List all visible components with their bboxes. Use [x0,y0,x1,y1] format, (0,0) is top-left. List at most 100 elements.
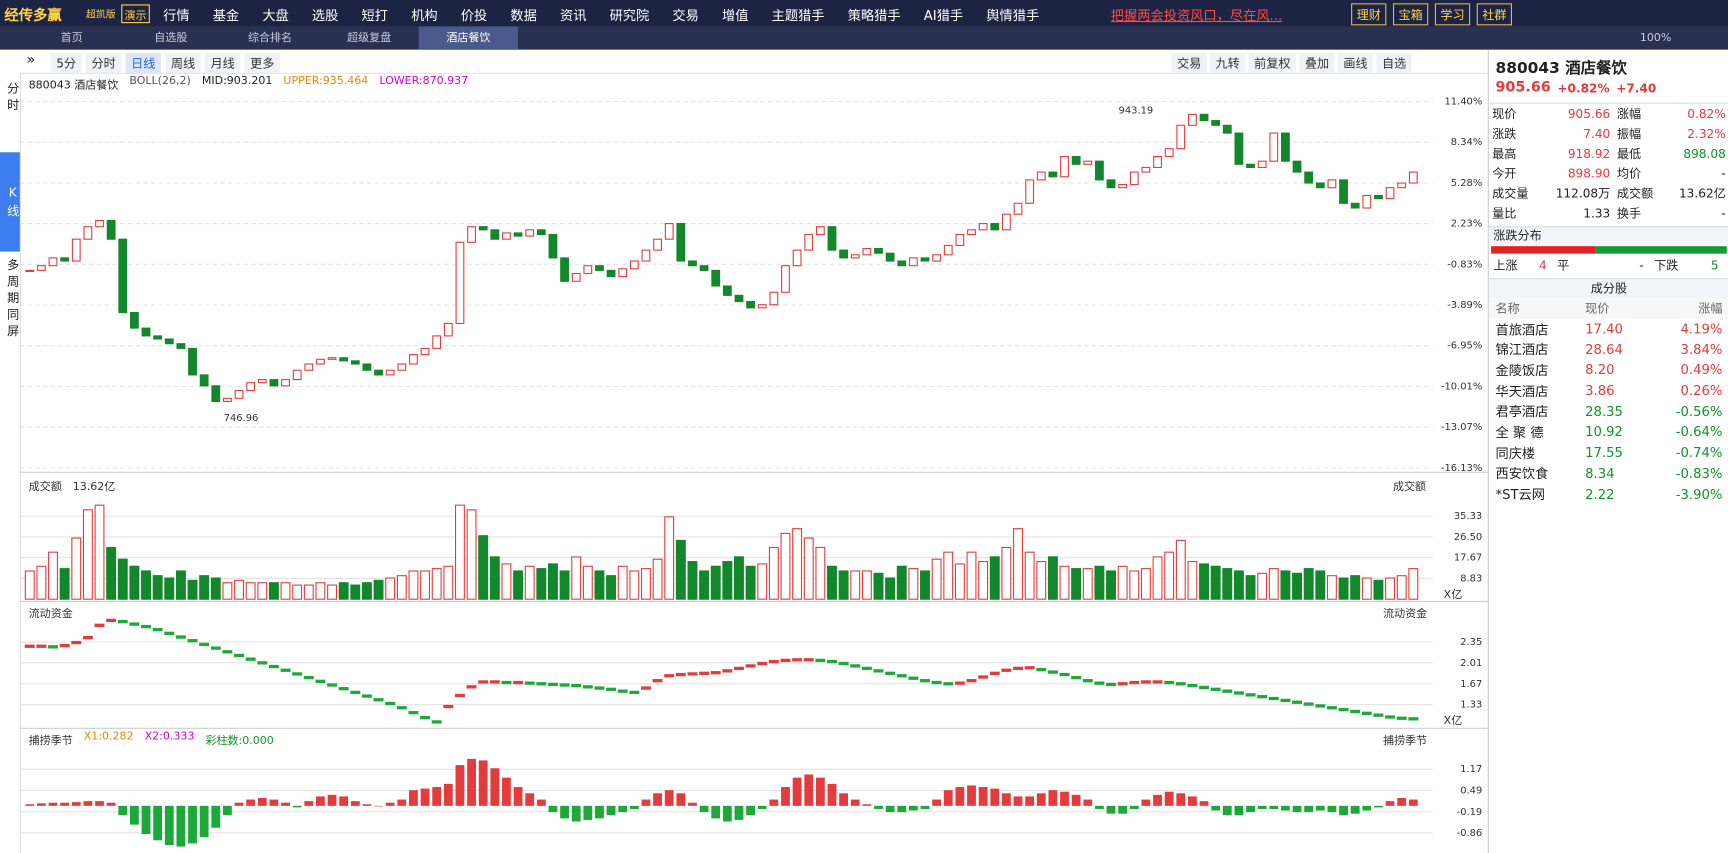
oscillator-bar [1257,805,1267,809]
top-button[interactable]: 宝箱 [1392,3,1429,26]
lower: LOWER:870.937 [379,75,469,88]
constituent-row[interactable]: *ST云网 2.22 -3.90% [1489,484,1728,505]
volume-bar [268,582,279,600]
money-segment [1338,707,1349,712]
period-button[interactable]: 5分 [50,52,82,73]
volume-bar [1326,575,1337,600]
constituent-value: 2.22 [1585,486,1615,502]
oscillator-bar [653,793,662,806]
menu-item[interactable]: 舆情猎手 [986,7,1040,24]
side-tab-active[interactable]: K线 [0,152,20,252]
menu-item[interactable]: 机构 [411,7,438,24]
tool-button[interactable]: 自选 [1376,52,1412,73]
menu-item[interactable]: 基金 [212,7,240,24]
money-segment [710,671,721,675]
menu-item[interactable]: 研究院 [609,7,650,24]
period-button[interactable]: 分时 [85,52,122,73]
candle-body [1025,179,1035,204]
menu-item[interactable]: 增值 [722,7,749,24]
edition: 超凯版 [85,9,116,21]
expand-icon[interactable]: » [26,51,36,69]
top-button[interactable]: 学习 [1434,3,1471,26]
side-tab[interactable]: 多周期同屏 [5,258,20,341]
constituent-row[interactable]: 全 聚 德 10.92 -0.64% [1489,422,1728,443]
menu-item[interactable]: 资讯 [559,7,587,24]
tool-button[interactable]: 九转 [1210,52,1246,73]
menu-item[interactable]: 主题猎手 [771,7,825,24]
candle-body [781,265,790,293]
constituent-row[interactable]: 华天酒店 3.86 0.26% [1489,380,1728,401]
y-tick-label: 2.23% [1451,219,1482,230]
tool-button[interactable]: 交易 [1171,52,1207,73]
constituent-row[interactable]: 西安饮食 8.34 -0.83% [1489,463,1728,484]
tab[interactable]: 酒店餐饮 [418,26,518,50]
volume-bar [594,570,605,600]
quote-value: 2.32% [1687,126,1726,141]
candle-body [536,229,546,236]
tab[interactable]: 首页 [60,32,83,45]
volume-bar [141,570,151,600]
constituent-row[interactable]: 金陵饭店 8.20 0.49% [1489,360,1728,381]
volume-bar [396,575,407,600]
quote-label: 涨跌 [1492,126,1517,142]
menu-item[interactable]: 选股 [311,7,339,24]
menu-item[interactable]: 交易 [672,7,699,24]
up-label: 上涨 [1493,258,1518,273]
oscillator-bar [1199,801,1209,806]
volume-bar [1094,565,1105,600]
money-segment [1187,683,1198,688]
title-bar: 经传多赢 超凯版 演示 行情 基金 大盘 选股 短打 机构 价投 数据 资讯 研究院 交易 增值 主题猎… [0,0,1728,27]
menu-item[interactable]: 价投 [460,7,488,24]
period-button[interactable]: 日线 [125,52,161,73]
tab[interactable]: 自选股 [154,32,188,45]
constituent-value: 10.92 [1585,424,1623,440]
panel-title: 成交额 [1392,481,1427,494]
menu-item[interactable]: 策略猎手 [847,7,901,24]
oscillator-bar [1362,805,1372,811]
candle-body [757,304,767,309]
constituent-row[interactable]: 同庆楼 17.55 -0.74% [1489,442,1728,463]
tab[interactable]: 超级复盘 [347,32,392,45]
constituent-row[interactable]: 锦江酒店 28.64 3.84% [1489,339,1728,360]
constituent-row[interactable]: 君亭酒店 28.35 -0.56% [1489,401,1728,422]
constituents-title: 成分股 [1488,278,1728,298]
tab[interactable]: 综合排名 [247,32,293,45]
constituent-row[interactable]: 首旅酒店 17.40 4.19% [1489,319,1728,340]
oscillator-bar [397,799,407,806]
period-button[interactable]: 周线 [165,52,201,73]
constituent-name: 金陵饭店 [1495,362,1549,379]
candle-body [862,247,872,256]
money-segment [908,676,919,680]
oscillator-bar [1106,805,1116,814]
period-button[interactable]: 月线 [204,52,241,73]
oscillator-bar [885,805,895,813]
money-segment [1280,698,1291,703]
menu-item[interactable]: 大盘 [262,7,289,24]
period-button[interactable]: 更多 [244,52,280,73]
menu-item[interactable]: 行情 [163,7,190,24]
indicator[interactable]: BOLL(26,2) [129,75,191,88]
volume-bar [1164,551,1175,600]
top-button[interactable]: 理财 [1351,3,1387,26]
constituent-value: -0.83% [1675,465,1723,481]
constituent-value: -3.90% [1675,486,1723,502]
candle-body [327,357,337,360]
money-segment [1117,682,1128,686]
side-tab[interactable]: 分时 [5,81,20,115]
candle-body [1048,171,1058,178]
candle-body [513,232,523,237]
money-segment [1036,667,1047,672]
tool-button[interactable]: 前复权 [1248,52,1296,73]
tool-button[interactable]: 叠加 [1299,52,1335,73]
top-button[interactable]: 社群 [1476,3,1512,26]
menu-item[interactable]: 数据 [510,7,537,24]
money-segment [896,674,907,678]
promo-link[interactable]: 把握两会投资风口，尽在风... [1110,7,1283,24]
candle-body [1304,171,1314,184]
money-segment [524,681,535,685]
menu-item[interactable]: AI猎手 [923,7,964,24]
candle-body [1187,113,1197,126]
volume-bar [106,546,117,600]
menu-item[interactable]: 短打 [361,7,389,24]
tool-button[interactable]: 画线 [1337,52,1374,73]
